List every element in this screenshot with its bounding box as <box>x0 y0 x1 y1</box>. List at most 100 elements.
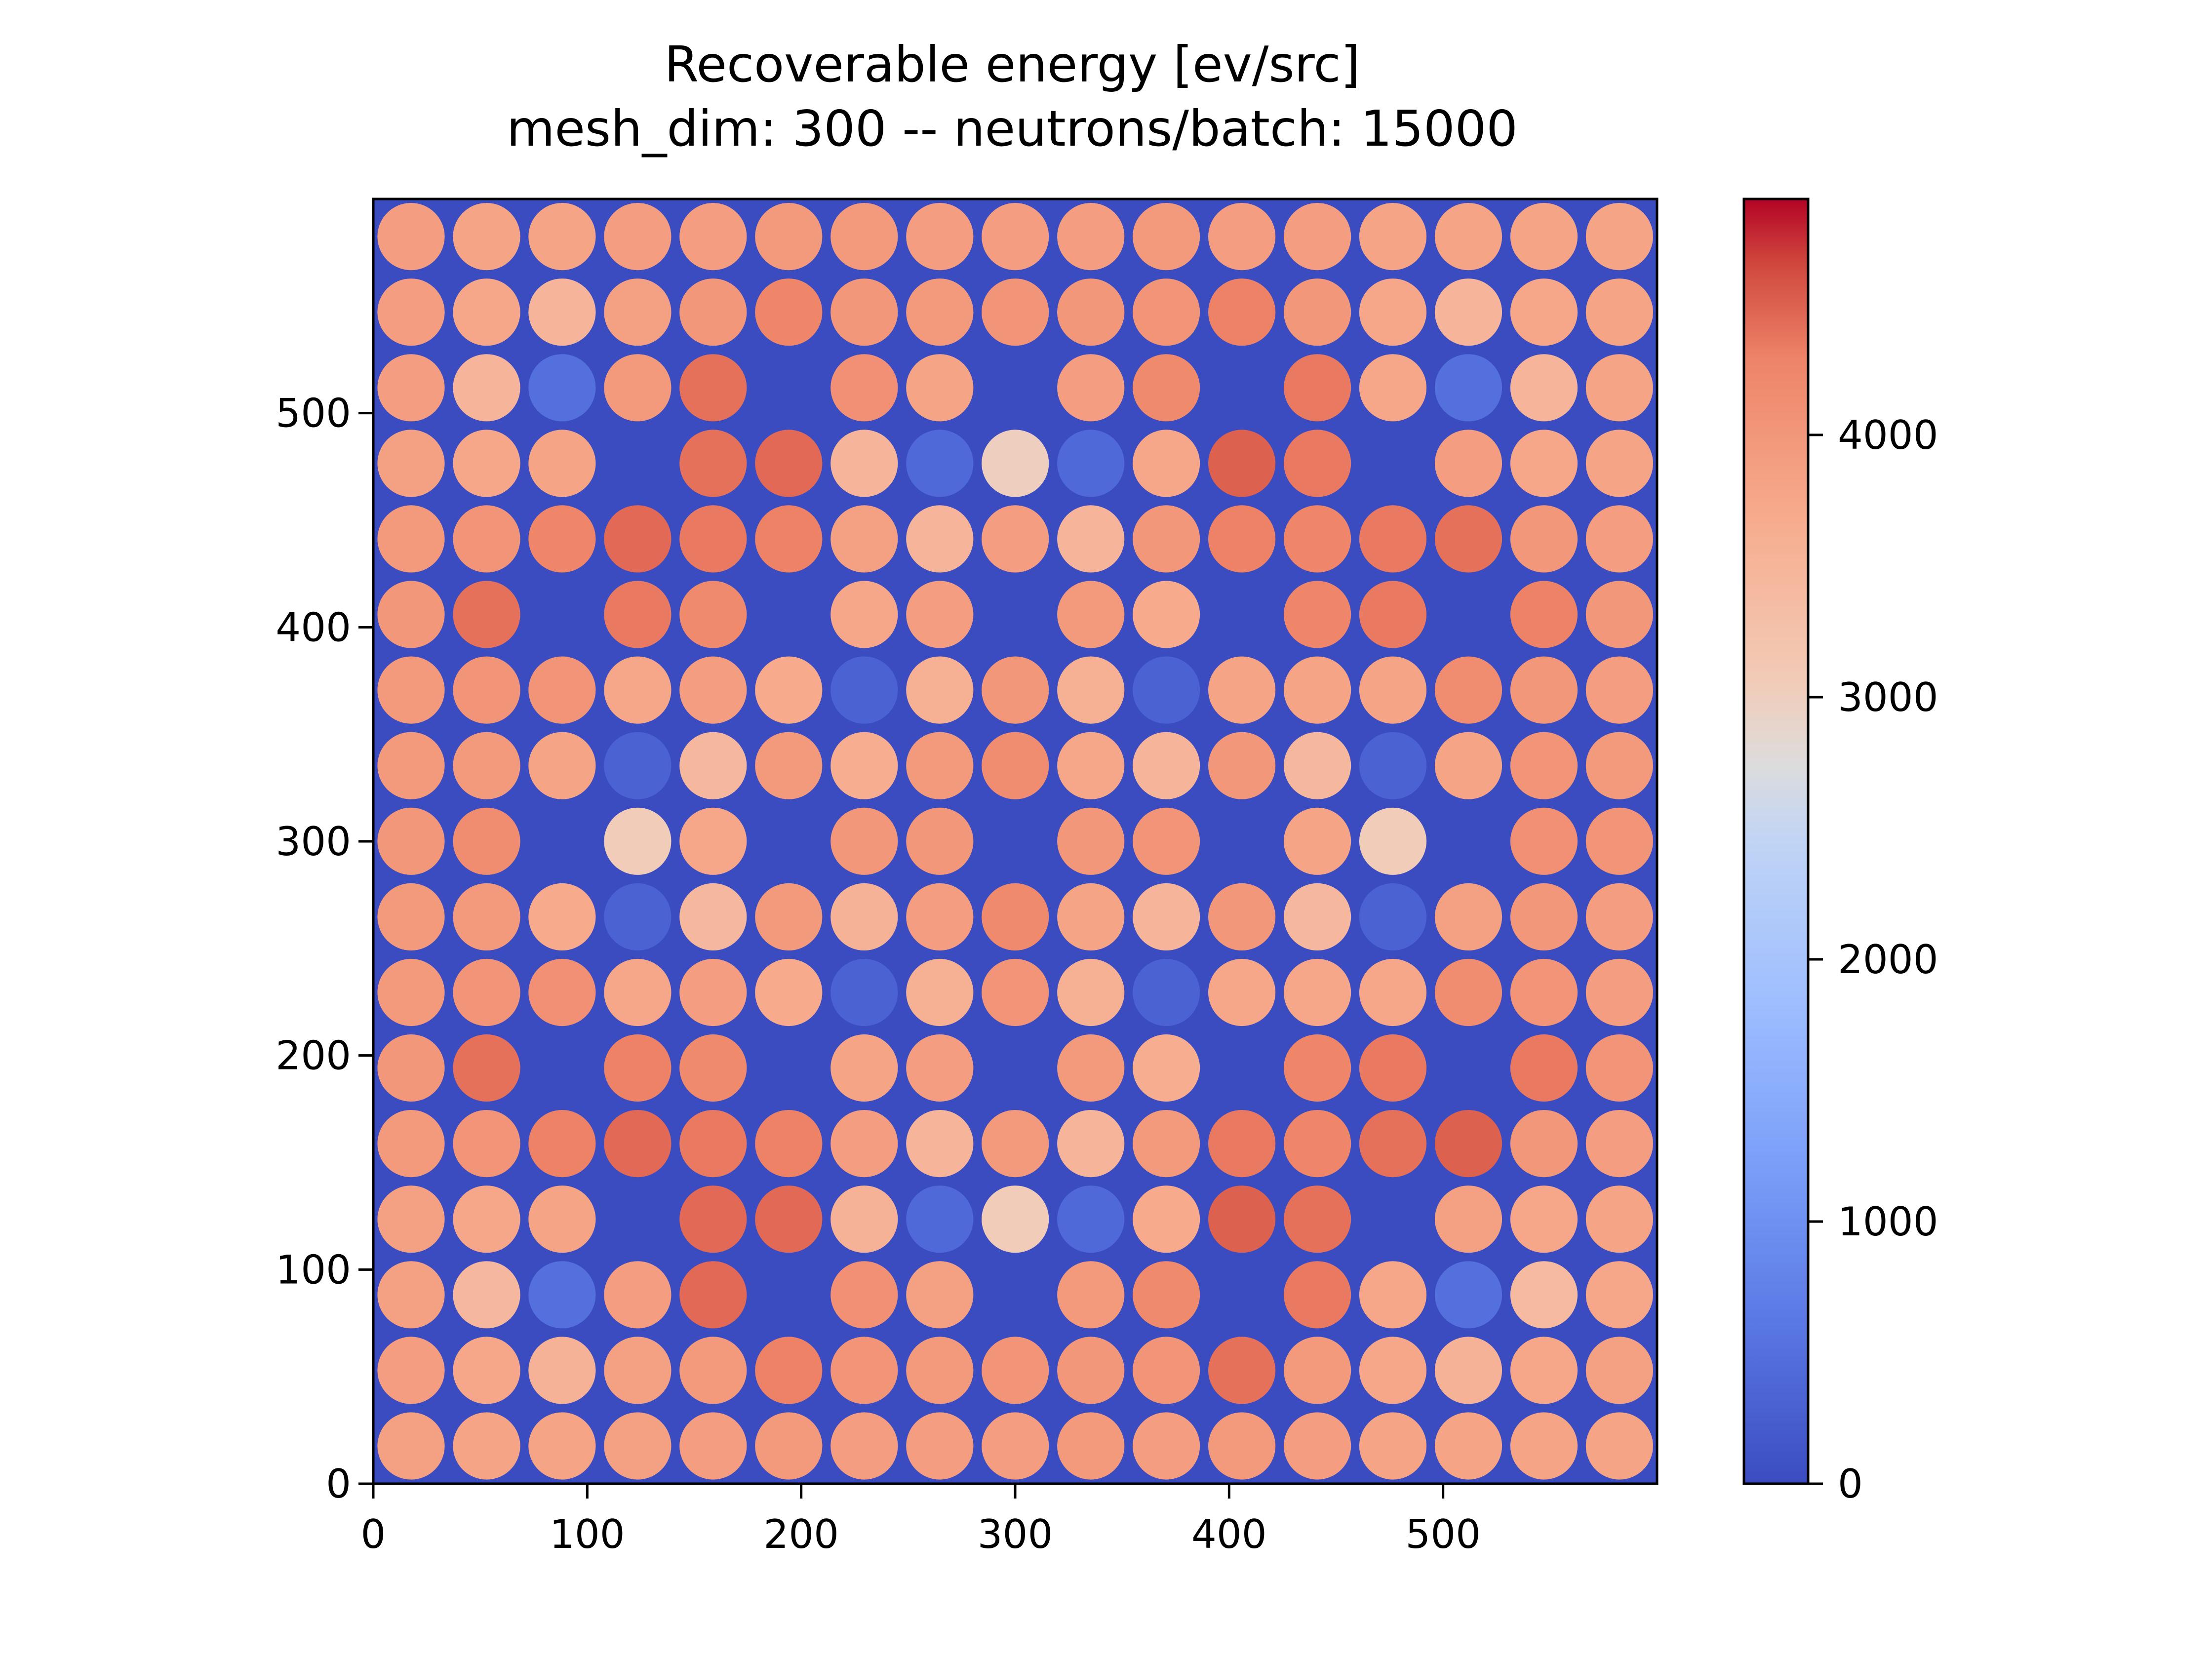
pin-cell <box>528 1412 596 1480</box>
pin-cell <box>1359 807 1427 875</box>
pin-cell <box>1208 505 1276 573</box>
pin-cell <box>982 1110 1049 1178</box>
pin-cell <box>604 732 672 799</box>
pin-cell <box>1057 732 1125 799</box>
pin-cell <box>1434 1261 1502 1329</box>
pin-cell <box>1510 732 1578 799</box>
x-tick-label: 100 <box>550 1511 625 1557</box>
pin-cell <box>604 958 672 1027</box>
pin-cell <box>377 807 445 875</box>
colorbar-gradient <box>1742 198 1810 1485</box>
pin-cell <box>1585 581 1653 648</box>
pin-cell <box>1057 656 1125 724</box>
pin-cell <box>1133 354 1200 422</box>
x-tick-label: 0 <box>361 1511 386 1557</box>
x-axis: 0 100 200 300 400 500 <box>361 1484 1481 1557</box>
pin-cell <box>755 1337 823 1404</box>
pin-cell <box>1510 807 1578 875</box>
pin-cell <box>906 1261 974 1329</box>
pin-cell <box>1510 1185 1578 1253</box>
pin-cell <box>1057 1337 1125 1404</box>
pin-cell <box>1208 278 1276 346</box>
pin-cell <box>1510 1337 1578 1404</box>
pin-cell <box>1585 1185 1653 1253</box>
pin-cell <box>1133 1337 1200 1404</box>
pin-cell <box>1133 1412 1200 1480</box>
pin-cell <box>830 883 898 950</box>
pin-cell <box>377 581 445 648</box>
pin-cell <box>604 1034 672 1102</box>
pin-cell <box>1585 1110 1653 1178</box>
y-tick-label: 500 <box>276 391 351 436</box>
pin-cell <box>1359 1034 1427 1102</box>
pin-cell <box>830 1185 898 1253</box>
pin-cell <box>679 1412 747 1480</box>
pin-cell <box>453 1034 520 1102</box>
pin-cell <box>528 1261 596 1329</box>
pin-cell <box>906 354 974 422</box>
y-tick-label: 100 <box>276 1247 351 1293</box>
pin-cell <box>1133 203 1200 271</box>
pin-cell <box>1133 1261 1200 1329</box>
pin-cell <box>1359 581 1427 648</box>
pin-cell <box>679 354 747 422</box>
pin-cell <box>1585 958 1653 1027</box>
pin-cell <box>1434 732 1502 799</box>
pin-cell <box>679 1110 747 1178</box>
pin-cell <box>1434 354 1502 422</box>
pin-cell <box>1208 1337 1276 1404</box>
pin-cell <box>1133 1034 1200 1102</box>
pin-cell <box>1284 1337 1351 1404</box>
pin-cell <box>1585 505 1653 573</box>
pin-cell <box>1585 732 1653 799</box>
pin-cell <box>1434 505 1502 573</box>
pin-cell <box>528 732 596 799</box>
pin-cell <box>1585 354 1653 422</box>
plot-area <box>372 198 1659 1485</box>
pin-cell <box>453 732 520 799</box>
pin-cell <box>453 505 520 573</box>
pin-cell <box>1434 1412 1502 1480</box>
pin-cell <box>453 958 520 1027</box>
pin-cell <box>604 883 672 950</box>
pin-cell <box>982 505 1049 573</box>
colorbar-tick-label: 3000 <box>1838 674 1938 720</box>
pin-cell <box>755 958 823 1027</box>
pin-cell <box>1284 1412 1351 1480</box>
pin-cell <box>1510 505 1578 573</box>
pin-cell <box>1585 656 1653 724</box>
pin-cell <box>1585 1261 1653 1329</box>
pin-cell <box>528 505 596 573</box>
pin-cell <box>906 958 974 1027</box>
pin-cell <box>604 807 672 875</box>
y-tick-label: 200 <box>276 1033 351 1079</box>
pin-cell <box>1359 732 1427 799</box>
pin-cell <box>982 732 1049 799</box>
pin-cell <box>1510 203 1578 271</box>
pin-cell <box>1133 732 1200 799</box>
x-tick-label: 200 <box>763 1511 839 1557</box>
pin-cell <box>906 1185 974 1253</box>
pin-cell <box>377 656 445 724</box>
pin-cell <box>679 1337 747 1404</box>
pin-cell <box>830 1261 898 1329</box>
pin-cell <box>1434 1110 1502 1178</box>
pin-cell <box>830 581 898 648</box>
pin-cell <box>528 1185 596 1253</box>
pin-cell <box>1133 883 1200 950</box>
pin-cell <box>1359 1261 1427 1329</box>
pin-cell <box>453 1110 520 1178</box>
pin-cell <box>1284 354 1351 422</box>
pin-cell <box>1057 430 1125 497</box>
pin-cell <box>1284 278 1351 346</box>
pin-cell <box>1284 1110 1351 1178</box>
pin-cell <box>1585 1034 1653 1102</box>
pin-cell <box>453 883 520 950</box>
pin-cell <box>1359 1110 1427 1178</box>
pin-cell <box>1359 278 1427 346</box>
pin-cell <box>377 1185 445 1253</box>
pin-cell <box>1208 1412 1276 1480</box>
pin-cell <box>453 1185 520 1253</box>
pin-cell <box>1359 883 1427 950</box>
colorbar-tick-label: 0 <box>1838 1461 1863 1507</box>
